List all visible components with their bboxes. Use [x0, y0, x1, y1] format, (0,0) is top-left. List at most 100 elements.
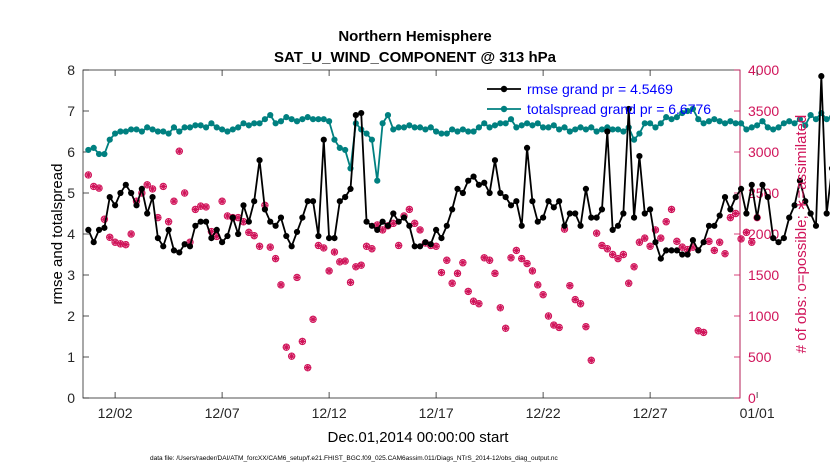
- spread-point: [582, 126, 590, 133]
- rmse-point: [818, 73, 825, 80]
- rmse-point: [101, 224, 108, 231]
- rmse-point: [823, 210, 830, 217]
- obs-assimilated-marker: [705, 237, 713, 245]
- y-right-tick-label: 1000: [748, 308, 779, 324]
- rmse-point: [807, 210, 814, 217]
- rmse-point: [213, 226, 220, 233]
- obs-assimilated-marker: [710, 246, 718, 254]
- obs-marker: [667, 205, 676, 214]
- spread-point: [684, 107, 691, 115]
- obs-assimilated-marker: [673, 237, 681, 245]
- obs-marker: [748, 238, 756, 246]
- obs-marker: [368, 245, 376, 253]
- obs-marker: [544, 312, 553, 320]
- rmse-point: [422, 239, 429, 246]
- obs-assimilated-marker: [571, 296, 579, 304]
- spread-point: [315, 116, 322, 123]
- rmse-point: [149, 194, 156, 201]
- obs-assimilated-marker: [539, 291, 547, 299]
- spread-point: [320, 116, 327, 123]
- obs-marker: [592, 229, 601, 237]
- rmse-point: [315, 232, 322, 240]
- obs-assimilated-marker: [90, 182, 98, 190]
- obs-marker: [459, 259, 467, 267]
- obs-marker: [341, 257, 349, 265]
- spread-point: [368, 136, 376, 143]
- obs-marker: [501, 324, 510, 332]
- obs-marker: [576, 300, 585, 308]
- obs-marker: [191, 205, 200, 214]
- obs-assimilated-marker: [357, 261, 365, 269]
- obs-marker: [555, 323, 563, 332]
- spread-point: [272, 120, 279, 127]
- spread-point: [342, 146, 349, 154]
- obs-assimilated-marker: [459, 259, 467, 267]
- spread-point: [502, 120, 509, 127]
- spread-point: [95, 150, 103, 158]
- obs-assimilated-marker: [555, 323, 563, 331]
- rmse-point: [545, 198, 552, 205]
- obs-marker: [116, 240, 125, 248]
- obs-marker: [127, 230, 135, 238]
- obs-assimilated-marker: [641, 234, 649, 242]
- obs-marker: [106, 233, 114, 241]
- rmse-point: [368, 222, 376, 229]
- obs-assimilated-marker: [416, 226, 424, 234]
- rmse-point: [112, 202, 119, 209]
- rmse-point: [416, 243, 424, 250]
- obs-marker: [309, 315, 317, 323]
- obs-marker: [255, 242, 264, 251]
- rmse-point: [764, 194, 771, 201]
- rmse-point: [743, 210, 750, 217]
- rmse-point: [775, 239, 782, 246]
- spread-point: [732, 120, 739, 127]
- y-tick-label: 4: [67, 226, 75, 242]
- x-tick-label: 12/17: [419, 405, 454, 421]
- legend-rmse-marker: [500, 85, 508, 93]
- obs-assimilated-marker: [561, 225, 569, 233]
- rmse-point: [363, 218, 370, 225]
- rmse-point: [486, 189, 493, 197]
- obs-assimilated-marker: [395, 241, 403, 249]
- rmse-point: [802, 198, 809, 205]
- obs-marker: [453, 269, 462, 278]
- spread-point: [545, 124, 552, 131]
- spread-point: [176, 128, 183, 135]
- obs-assimilated-marker: [737, 235, 745, 243]
- rmse-point: [219, 239, 226, 246]
- rmse-point: [561, 222, 568, 229]
- rmse-point: [507, 202, 515, 209]
- spread-point: [411, 124, 418, 131]
- obs-marker: [250, 231, 258, 240]
- obs-assimilated-marker: [657, 234, 665, 242]
- spread-point: [566, 128, 573, 135]
- obs-assimilated-marker: [700, 328, 708, 336]
- obs-assimilated-marker: [534, 281, 542, 289]
- spread-point: [443, 130, 450, 137]
- spread-point: [523, 120, 531, 127]
- obs-assimilated-marker: [191, 205, 199, 213]
- spread-point: [727, 118, 734, 125]
- rmse-point: [197, 218, 204, 225]
- obs-marker: [662, 218, 670, 226]
- rmse-point: [641, 210, 648, 217]
- obs-assimilated-marker: [127, 230, 135, 238]
- spread-point: [609, 126, 616, 133]
- rmse-point: [299, 214, 306, 221]
- obs-marker: [330, 248, 339, 256]
- rmse-point: [689, 237, 697, 244]
- obs-assimilated-marker: [619, 251, 627, 258]
- rmse-point: [251, 198, 258, 205]
- obs-assimilated-marker: [742, 228, 750, 236]
- obs-assimilated-marker: [218, 197, 226, 205]
- rmse-point: [122, 181, 129, 188]
- obs-assimilated-marker: [566, 282, 574, 290]
- rmse-point: [449, 206, 456, 213]
- y-right-tick-label: 4000: [748, 62, 779, 78]
- chart-subtitle: SAT_U_WIND_COMPONENT @ 313 hPa: [274, 49, 557, 66]
- rmse-point: [812, 222, 820, 229]
- obs-assimilated-marker: [678, 243, 686, 251]
- obs-marker: [320, 244, 328, 252]
- spread-point: [770, 126, 777, 133]
- spread-point: [759, 118, 766, 125]
